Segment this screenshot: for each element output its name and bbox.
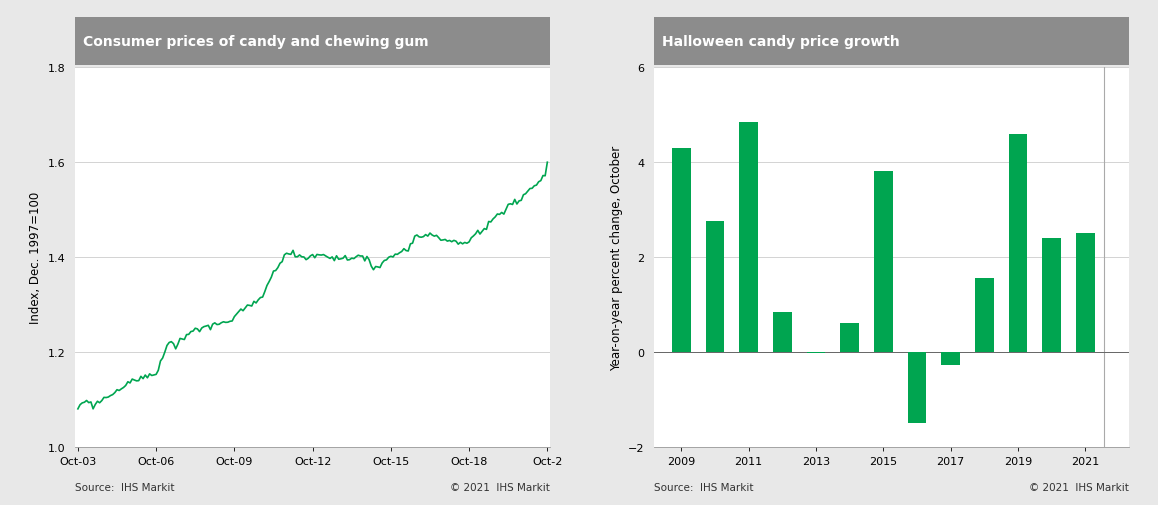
Bar [739, 123, 757, 352]
Y-axis label: Index, Dec. 1997=100: Index, Dec. 1997=100 [29, 191, 42, 324]
Bar [774, 312, 792, 352]
Text: © 2021  IHS Markit: © 2021 IHS Markit [1029, 482, 1129, 492]
Bar [874, 171, 893, 352]
Bar [941, 352, 960, 366]
Text: Source:  IHS Markit: Source: IHS Markit [654, 482, 754, 492]
Bar [908, 352, 926, 423]
Bar [807, 352, 826, 353]
Text: Consumer prices of candy and chewing gum: Consumer prices of candy and chewing gum [83, 35, 428, 48]
Text: © 2021  IHS Markit: © 2021 IHS Markit [450, 482, 550, 492]
Bar [1009, 134, 1027, 352]
Y-axis label: Year-on-year percent change, October: Year-on-year percent change, October [609, 145, 623, 370]
Text: Halloween candy price growth: Halloween candy price growth [662, 35, 900, 48]
Text: Source:  IHS Markit: Source: IHS Markit [75, 482, 175, 492]
Bar [672, 148, 690, 352]
Bar [975, 279, 994, 352]
Bar [705, 222, 724, 352]
Bar [1042, 239, 1061, 352]
Bar [1076, 234, 1094, 352]
Bar [841, 324, 859, 352]
